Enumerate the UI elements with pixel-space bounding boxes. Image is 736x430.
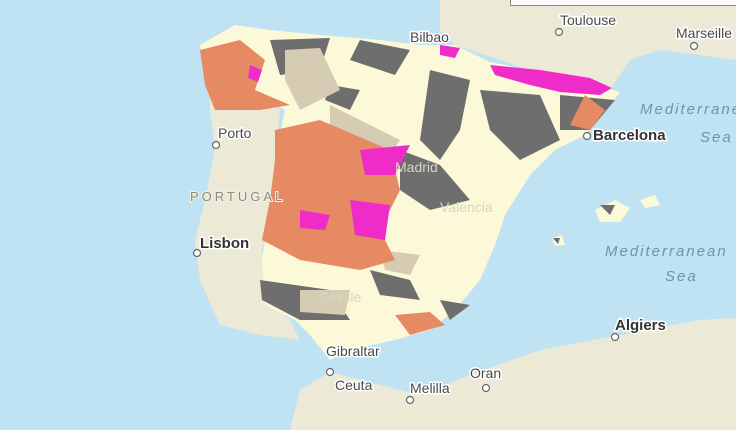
label-sea-1-line2: Sea (700, 129, 733, 146)
label-melilla: Melilla (410, 380, 450, 396)
layer-gray (260, 38, 615, 320)
land-balearics (552, 195, 660, 246)
label-oran: Oran (470, 365, 501, 381)
toulouse-marker[interactable] (554, 27, 564, 37)
label-sea-2-line2: Sea (665, 268, 698, 285)
label-marseille: Marseille (676, 25, 732, 41)
label-algiers: Algiers (615, 317, 666, 334)
gibraltar-marker[interactable] (325, 367, 335, 377)
label-madrid: Madrid (395, 159, 438, 175)
layer-orange (200, 40, 605, 335)
porto-marker[interactable] (211, 140, 221, 150)
algiers-marker[interactable] (610, 332, 620, 342)
map-overlay-panel (510, 0, 736, 6)
barcelona-marker[interactable] (582, 131, 592, 141)
oran-marker[interactable] (481, 383, 491, 393)
land-france (440, 0, 736, 90)
label-portugal: PORTUGAL (190, 189, 285, 204)
label-bilbao: Bilbao (410, 29, 449, 45)
label-seville: Seville (320, 289, 361, 305)
label-toulouse: Toulouse (560, 12, 616, 28)
label-sea-1-line1: Mediterranean (640, 101, 736, 118)
lisbon-marker[interactable] (192, 248, 202, 258)
label-barcelona: Barcelona (593, 127, 666, 144)
marseille-marker[interactable] (689, 41, 699, 51)
label-porto: Porto (218, 125, 252, 141)
label-sea-2-line1: Mediterranean (605, 243, 728, 260)
land-portugal (195, 80, 300, 340)
land-africa (290, 318, 736, 430)
label-gibraltar: Gibraltar (326, 343, 380, 359)
label-valencia: Valencia (440, 199, 493, 215)
label-lisbon: Lisbon (200, 235, 249, 252)
label-ceuta: Ceuta (335, 377, 373, 393)
melilla-marker[interactable] (405, 395, 415, 405)
layer-tan (285, 48, 420, 315)
